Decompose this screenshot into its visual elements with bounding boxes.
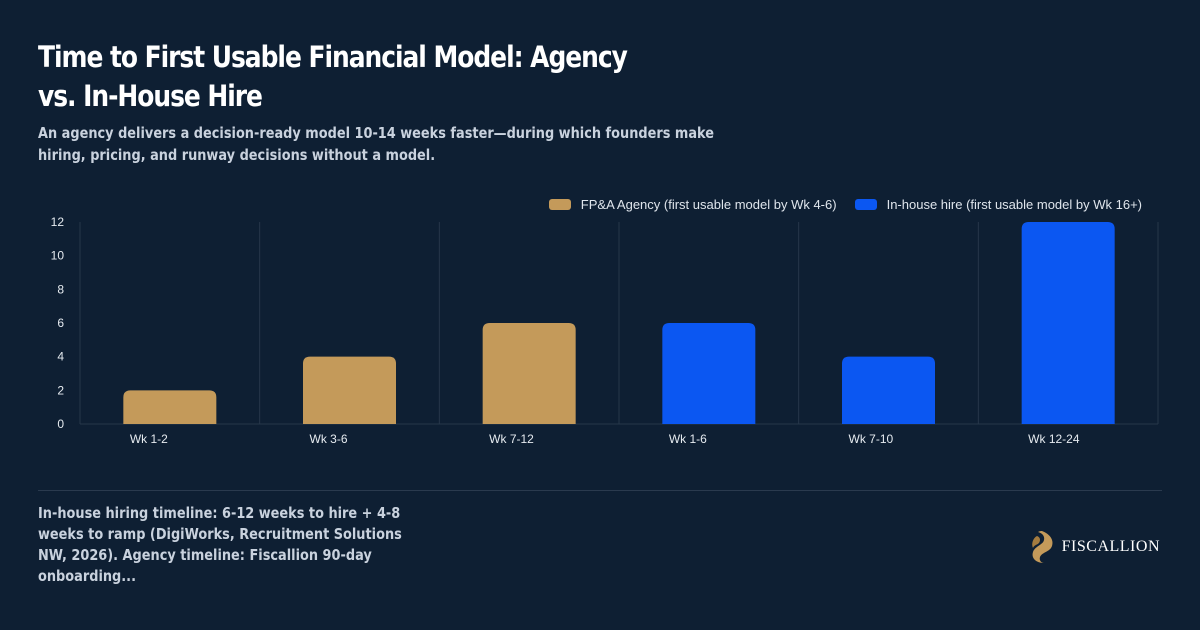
bar-wk-1-6 [662,323,756,424]
y-tick-label: 6 [57,316,64,330]
legend-label-agency: FP&A Agency (first usable model by Wk 4-… [580,197,837,212]
legend-item-agency: FP&A Agency (first usable model by Wk 4-… [548,197,837,212]
x-tick-label: Wk 1-6 [669,432,707,446]
y-tick-label: 4 [57,350,64,364]
footer-divider [38,490,1162,491]
bar-wk-12-24 [1021,222,1115,424]
legend-item-inhouse: In-house hire (first usable model by Wk … [854,197,1142,212]
y-tick-label: 8 [57,282,64,296]
y-tick-label: 12 [51,215,65,229]
x-tick-label: Wk 7-10 [849,432,894,446]
x-tick-label: Wk 12-24 [1028,432,1080,446]
brand-logo: FISCALLION [1028,530,1160,564]
brand-name: FISCALLION [1061,538,1160,555]
lion-logo-icon [1031,531,1053,563]
x-tick-label: Wk 3-6 [310,432,348,446]
y-tick-label: 10 [51,249,65,263]
bar-chart: 0 2 4 6 8 10 12 Wk 1-2 Wk 3-6 Wk 7-12 Wk 1-6 Wk 7-1… [51,215,1159,446]
x-tick-label: Wk 7-12 [489,432,534,446]
source-footnote: In-house hiring timeline: 6-12 weeks to … [38,504,402,585]
legend-swatch-inhouse [854,199,877,210]
bar-wk-3-6 [303,356,396,424]
chart-title: Time to First Usable Financial Model: Ag… [38,40,628,113]
bar-wk-7-12 [482,323,576,424]
legend-label-inhouse: In-house hire (first usable model by Wk … [886,197,1142,212]
bar-wk-7-10 [842,356,935,424]
legend-swatch-agency [548,199,571,210]
x-tick-label: Wk 1-2 [130,432,168,446]
chart-legend: FP&A Agency (first usable model by Wk 4-… [548,197,1142,212]
y-tick-label: 2 [57,383,64,397]
chart-subtitle: An agency delivers a decision-ready mode… [38,124,715,164]
bar-wk-1-2 [123,390,217,424]
y-tick-label: 0 [57,417,64,431]
